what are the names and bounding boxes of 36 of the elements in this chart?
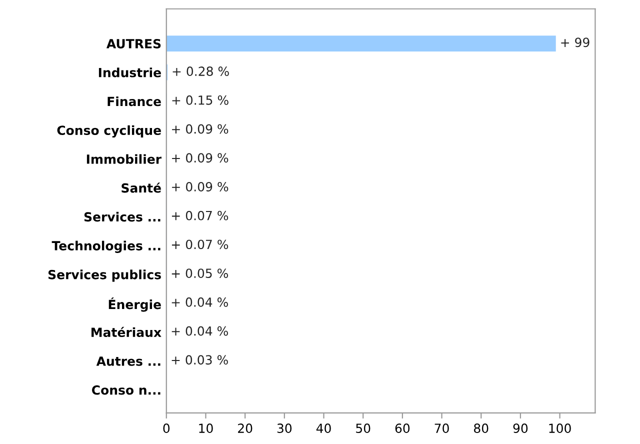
y-tick-label: Technologies ... [52,240,160,253]
data-label: + 99 [561,38,590,48]
x-tick-label: 70 [434,424,449,434]
x-tick-label: 10 [199,424,213,434]
x-tick-label: 0 [163,424,170,434]
y-tick-label: Immobilier [86,154,162,164]
data-label: + 0.07 % [172,240,228,250]
data-label: + 0.04 % [172,297,228,307]
x-tick-label: 90 [513,424,528,434]
y-tick-label: Services publics [48,270,161,282]
y-tick-label: AUTRES [106,38,161,48]
data-label: + 0.05 % [172,268,228,278]
y-tick-label: Finance [108,96,161,106]
data-label: + 0.28 % [172,66,229,76]
x-tick-label: 20 [238,424,252,434]
y-tick-label: Conso cyclique [57,125,161,138]
x-tick-label: 60 [395,424,410,434]
data-label: + 0.15 % [172,95,228,105]
y-tick-label: Santé [122,182,161,193]
data-label: + 0.03 % [172,355,228,365]
data-label: + 0.07 % [172,210,228,220]
y-tick-label: Conso n... [92,385,160,395]
data-label: + 0.09 % [172,124,228,134]
x-tick-label: 100 [549,424,571,434]
x-tick-label: 40 [316,424,331,434]
data-label: + 0.09 % [172,182,228,192]
y-tick-label: Industrie [98,68,161,78]
x-tick-label: 80 [474,424,488,434]
y-tick-label: Services ... [84,212,160,222]
y-tick-label: Autres ... [96,356,160,366]
x-tick-label: 30 [277,424,292,434]
data-label: + 0.04 % [172,326,228,336]
x-tick-label: 50 [356,424,370,434]
data-label: + 0.09 % [172,153,228,163]
y-tick-label: Matériaux [92,326,162,338]
y-tick-label: Énergie [108,297,161,312]
